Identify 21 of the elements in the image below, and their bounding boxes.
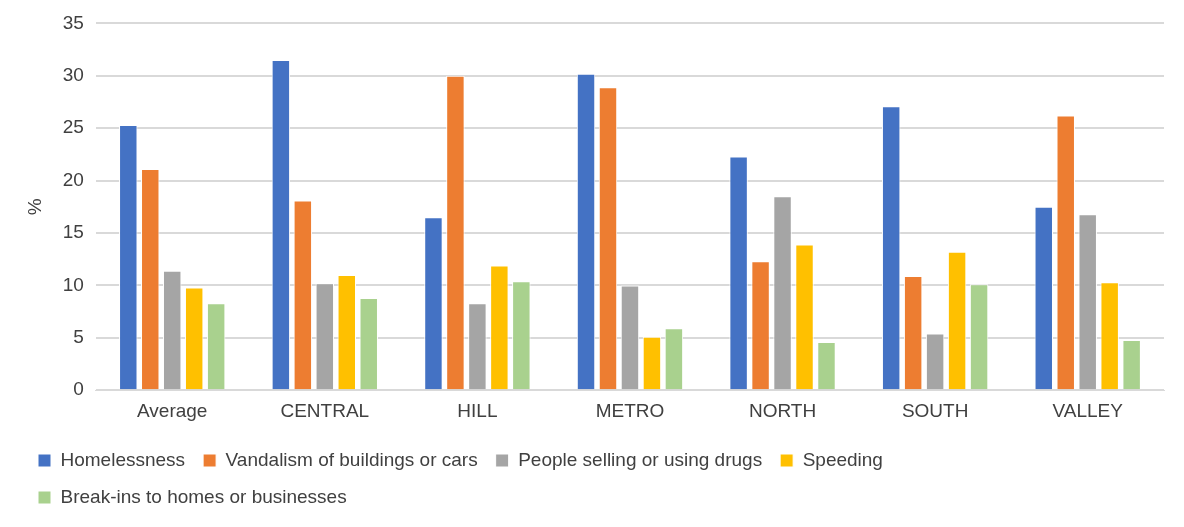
- y-tick-label: 25: [62, 116, 84, 138]
- x-tick-label: SOUTH: [901, 399, 969, 421]
- y-tick-label: 35: [62, 11, 84, 33]
- legend-label: People selling or using drugs: [518, 448, 763, 470]
- legend-label: Homelessness: [60, 448, 186, 470]
- legend-label: Speeding: [802, 448, 883, 470]
- y-tick-label: 5: [73, 326, 84, 348]
- legend-label: Break-ins to homes or businesses: [60, 485, 347, 507]
- y-tick-label: 30: [62, 64, 84, 86]
- x-tick-label: HILL: [457, 399, 498, 421]
- x-tick-label: CENTRAL: [280, 399, 370, 421]
- y-tick-label: 20: [62, 168, 84, 190]
- x-tick-label: VALLEY: [1052, 399, 1124, 421]
- x-tick-label: METRO: [595, 399, 665, 421]
- y-tick-label: 10: [62, 273, 84, 295]
- legend-label: Vandalism of buildings or cars: [225, 448, 478, 470]
- x-tick-label: NORTH: [748, 399, 817, 421]
- y-tick-label: 0: [73, 378, 84, 400]
- x-tick-label: Average: [137, 399, 208, 421]
- y-tick-label: 15: [62, 221, 84, 243]
- y-axis-title: %: [23, 198, 45, 216]
